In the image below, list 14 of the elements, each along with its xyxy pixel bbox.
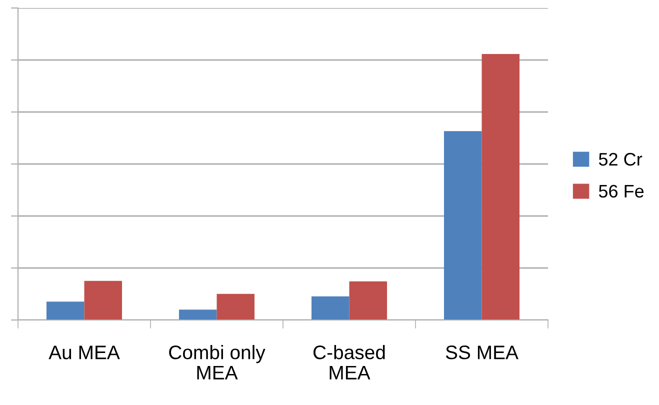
bar (178, 310, 217, 320)
bar (46, 302, 84, 320)
bar (444, 131, 482, 320)
x-tick-label: SS MEA (446, 346, 518, 360)
bar (482, 54, 520, 320)
bar (311, 296, 350, 320)
x-tick-label: C-based MEA (313, 345, 385, 380)
x-tick-label: Combi only MEA (169, 345, 266, 380)
legend-label: 56 Fe (598, 184, 644, 198)
bar (84, 280, 122, 320)
bar (216, 294, 255, 320)
legend-label: 52 Cr (598, 152, 642, 166)
bar (349, 281, 388, 320)
x-tick-label: Au MEA (48, 346, 120, 360)
